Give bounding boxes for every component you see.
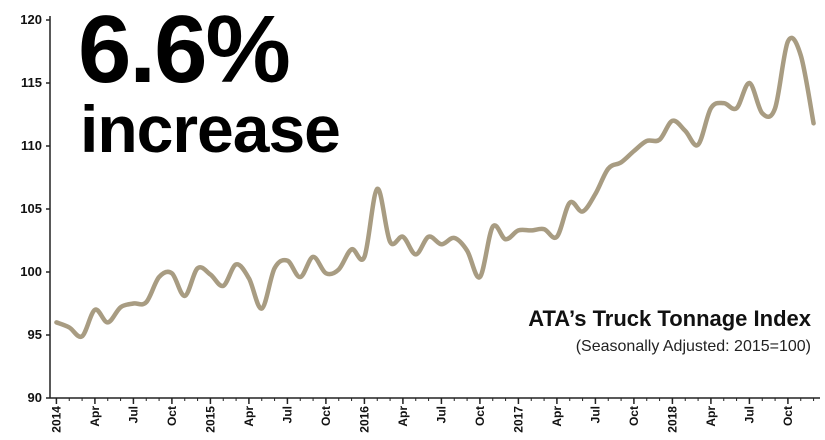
data-point	[132, 302, 135, 305]
x-tick-label: Jul	[280, 406, 294, 423]
x-tick-label: Jul	[434, 406, 448, 423]
data-point	[427, 235, 430, 238]
data-point	[93, 308, 96, 311]
data-point	[170, 272, 173, 275]
x-tick-label: Jul	[588, 406, 602, 423]
data-point	[453, 236, 456, 239]
data-point	[376, 187, 379, 190]
data-point	[119, 306, 122, 309]
data-point	[812, 122, 815, 125]
x-tick-label: 2018	[665, 406, 679, 433]
data-point	[299, 276, 302, 279]
data-point	[543, 228, 546, 231]
data-point	[158, 276, 161, 279]
y-axis: 90 95 100 105 110 115 120	[20, 12, 51, 405]
y-tick-label: 115	[21, 75, 42, 90]
headline-label: increase	[80, 92, 341, 166]
x-tick-label: 2015	[203, 406, 217, 433]
data-point	[748, 82, 751, 85]
data-point	[684, 129, 687, 132]
data-point	[145, 301, 148, 304]
data-point	[222, 284, 225, 287]
data-point	[709, 107, 712, 110]
x-tick-label: Apr	[396, 406, 410, 427]
data-point	[196, 267, 199, 270]
data-point	[786, 40, 789, 43]
data-point	[286, 259, 289, 262]
y-tick-label: 105	[20, 201, 42, 216]
data-point	[401, 235, 404, 238]
data-point	[183, 294, 186, 297]
data-point	[260, 307, 263, 310]
y-tick-label: 110	[21, 138, 42, 153]
headline-value: 6.6%	[78, 0, 291, 103]
data-point	[466, 249, 469, 252]
data-point	[209, 273, 212, 276]
data-point	[337, 268, 340, 271]
x-tick-label: Jul	[126, 406, 140, 423]
data-point	[735, 107, 738, 110]
chart-subtitle: (Seasonally Adjusted: 2015=100)	[575, 338, 811, 355]
x-tick-label: 2014	[49, 406, 63, 433]
chart-title: ATA’s Truck Tonnage Index	[528, 306, 811, 331]
data-point	[273, 267, 276, 270]
data-point	[555, 235, 558, 238]
data-point	[645, 139, 648, 142]
data-point	[799, 54, 802, 57]
data-point	[389, 240, 392, 243]
data-point	[761, 112, 764, 115]
data-point	[440, 243, 443, 246]
y-tick-label: 120	[20, 12, 42, 27]
data-point	[671, 119, 674, 122]
x-tick-label: Apr	[88, 406, 102, 427]
data-point	[594, 192, 597, 195]
data-point	[568, 201, 571, 204]
data-point	[658, 138, 661, 141]
x-tick-label: Apr	[704, 406, 718, 427]
x-tick-label: Apr	[550, 406, 564, 427]
data-point	[491, 225, 494, 228]
data-point	[68, 326, 71, 329]
data-point	[581, 210, 584, 213]
data-point	[312, 255, 315, 258]
data-point	[414, 253, 417, 256]
data-point	[106, 321, 109, 324]
data-point	[517, 229, 520, 232]
data-point	[478, 276, 481, 279]
data-point	[530, 229, 533, 232]
series-line	[54, 35, 816, 340]
data-point	[247, 277, 250, 280]
data-point	[722, 102, 725, 105]
data-point	[350, 248, 353, 251]
x-tick-label: Oct	[473, 406, 487, 426]
x-tick-label: Oct	[627, 406, 641, 426]
y-tick-label: 95	[28, 327, 42, 342]
data-point	[55, 321, 58, 324]
x-tick-label: Oct	[781, 406, 795, 426]
y-tick-label: 100	[20, 264, 42, 279]
data-point	[363, 255, 366, 258]
series-group	[54, 35, 816, 340]
x-axis: 2014 Apr Jul Oct 2015 Apr Jul Oct 2016 Apr Jul Oct 2…	[49, 397, 820, 433]
data-point	[774, 107, 777, 110]
x-tick-label: 2016	[357, 406, 371, 433]
data-point	[504, 238, 507, 241]
data-point	[697, 143, 700, 146]
x-tick-label: Oct	[165, 406, 179, 426]
data-point	[324, 272, 327, 275]
data-point	[607, 167, 610, 170]
data-point	[632, 150, 635, 153]
data-point	[81, 335, 84, 338]
x-tick-label: Apr	[242, 406, 256, 427]
x-tick-label: Jul	[742, 406, 756, 423]
x-tick-label: 2017	[511, 406, 525, 433]
x-tick-label: Oct	[319, 406, 333, 426]
data-point	[620, 161, 623, 164]
data-point	[235, 263, 238, 266]
y-tick-label: 90	[28, 390, 42, 405]
